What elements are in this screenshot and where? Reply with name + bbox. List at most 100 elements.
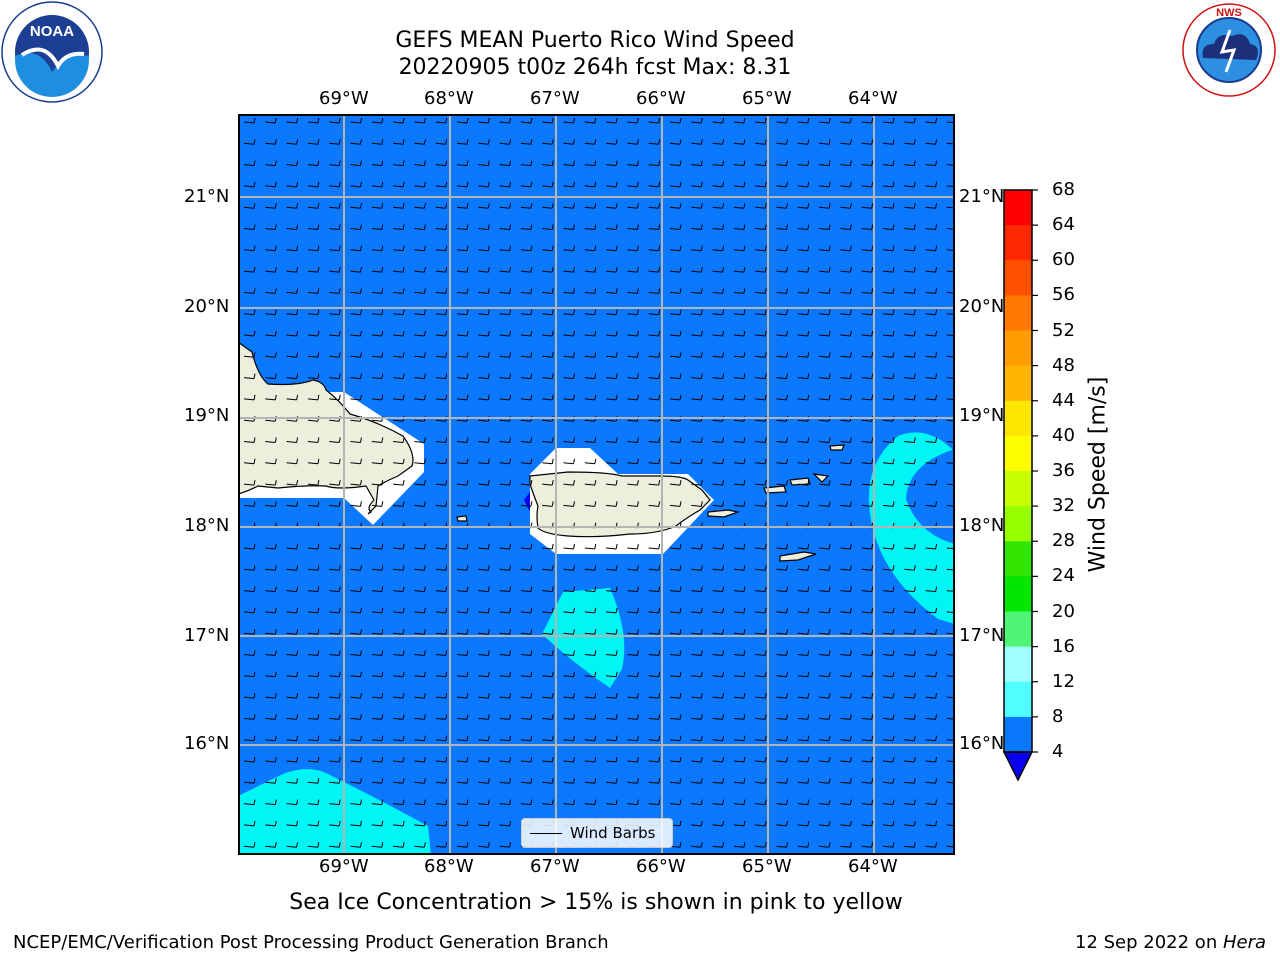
wind-barb	[414, 820, 426, 827]
wind-barb	[542, 117, 554, 124]
wind-barb	[861, 501, 874, 507]
wind-barb	[648, 267, 661, 273]
wind-barb	[542, 267, 554, 273]
wind-barb	[925, 437, 938, 443]
wind-barb	[435, 650, 448, 656]
wind-barb	[542, 139, 554, 145]
wind-barb	[584, 181, 597, 188]
wind-barb	[797, 693, 810, 699]
wind-barb	[733, 203, 746, 209]
wind-barb	[861, 203, 874, 209]
wind-barb	[904, 480, 916, 486]
wind-barb	[286, 139, 299, 145]
wind-barb	[904, 203, 916, 209]
wind-barb	[542, 501, 554, 507]
wind-barb	[456, 480, 469, 486]
wind-barb	[882, 756, 895, 763]
colorbar-tick-label: 68	[1052, 179, 1075, 200]
wind-barb	[520, 714, 533, 720]
sea-ice-caption: Sea Ice Concentration > 15% is shown in …	[289, 890, 903, 915]
wind-barb	[606, 799, 618, 806]
wind-barb	[882, 650, 895, 656]
wind-barb	[819, 224, 831, 230]
wind-barb	[797, 245, 810, 252]
wind-barb	[861, 735, 874, 742]
st-croix-island	[779, 551, 817, 562]
wind-barb	[371, 714, 384, 720]
wind-barb	[265, 309, 277, 316]
colorbar-tick-label: 20	[1052, 600, 1075, 622]
wind-barb	[371, 735, 384, 742]
wind-barb	[776, 735, 788, 742]
wind-barb	[243, 778, 256, 784]
wind-barb	[669, 693, 682, 699]
wind-barb	[265, 714, 277, 720]
wind-barb	[691, 245, 703, 252]
wind-barb	[307, 565, 320, 571]
wind-barb	[286, 352, 299, 358]
wind-barb	[307, 714, 320, 720]
wind-barb	[350, 671, 362, 678]
wind-barb	[691, 629, 703, 635]
wind-barb	[691, 394, 703, 401]
wind-barb	[393, 735, 405, 742]
wind-barb	[350, 586, 362, 593]
colorbar-tick-label: 28	[1052, 530, 1075, 552]
wind-barb	[691, 352, 703, 358]
wind-barb	[840, 139, 852, 145]
wind-barb	[414, 714, 426, 720]
wind-barb	[712, 501, 725, 507]
wind-barb	[307, 629, 320, 635]
wind-barb	[925, 267, 938, 273]
wind-barb	[499, 309, 512, 316]
wind-barb	[904, 117, 916, 124]
wind-barb	[819, 181, 831, 188]
wind-barb	[861, 224, 874, 230]
wind-barb	[776, 458, 788, 465]
colorbar-title: Wind Speed [m/s]	[1085, 376, 1111, 573]
wind-barb	[925, 629, 938, 635]
wind-barb	[904, 267, 916, 273]
wind-barb	[307, 330, 320, 337]
wind-barb	[606, 629, 618, 635]
wind-barb	[691, 224, 703, 230]
wind-barb	[478, 373, 490, 380]
wind-barb	[627, 799, 639, 806]
wind-barb	[606, 480, 618, 486]
wind-barb	[712, 714, 725, 720]
wind-barb	[499, 330, 512, 337]
wind-barb	[265, 394, 277, 401]
mona-island	[456, 515, 468, 522]
wind-barb	[691, 565, 703, 571]
wind-barb	[329, 309, 341, 316]
wind-barb	[606, 224, 618, 230]
wind-barb	[691, 288, 703, 294]
wind-barb	[393, 842, 405, 848]
wind-barb	[606, 565, 618, 571]
wind-barb	[627, 650, 639, 656]
wind-barb	[329, 799, 341, 806]
wind-barb	[371, 267, 384, 273]
wind-barb	[265, 629, 277, 635]
wind-barb	[542, 671, 554, 678]
wind-barb	[456, 714, 469, 720]
wind-barb	[882, 714, 895, 720]
wind-barb	[755, 778, 767, 784]
wind-barb	[286, 309, 299, 316]
wind-barb	[712, 373, 725, 380]
wind-barb	[840, 820, 852, 827]
wind-barb	[627, 714, 639, 720]
wind-barb	[265, 756, 277, 763]
wind-barb	[329, 565, 341, 571]
wind-barb	[840, 586, 852, 593]
wind-barb	[627, 607, 639, 614]
wind-barb	[520, 267, 533, 273]
wind-barb	[669, 309, 682, 316]
colorbar-band	[1004, 611, 1032, 648]
wind-barb	[669, 373, 682, 380]
wind-barb	[435, 629, 448, 635]
wind-barb	[755, 756, 767, 763]
wind-barb	[606, 735, 618, 742]
colorbar-band	[1004, 435, 1032, 472]
wind-barb	[755, 160, 767, 167]
